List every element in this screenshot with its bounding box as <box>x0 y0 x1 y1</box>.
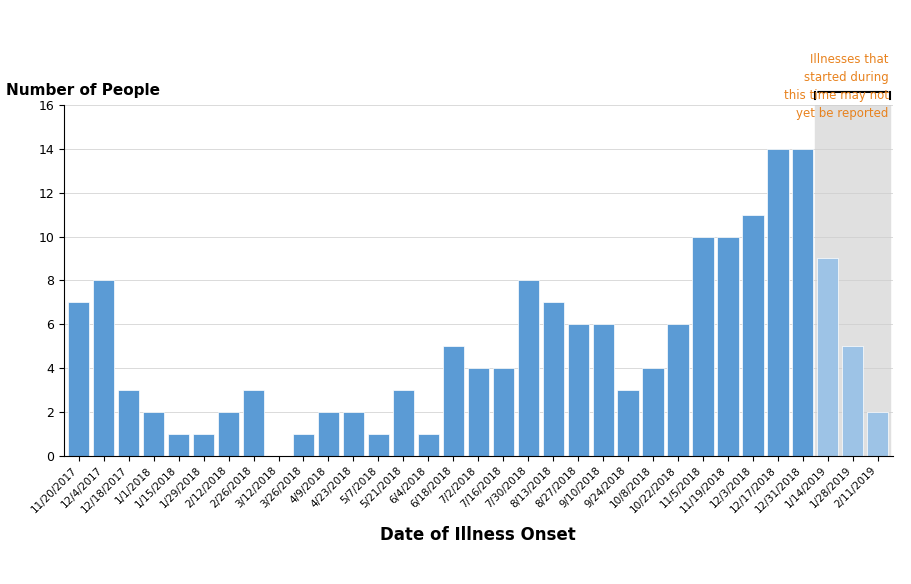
Bar <box>543 303 564 456</box>
Bar <box>443 346 464 456</box>
Bar <box>793 149 814 456</box>
Bar <box>418 433 439 456</box>
Bar <box>592 324 614 456</box>
Bar <box>318 412 339 456</box>
Bar <box>292 433 314 456</box>
Bar <box>193 433 214 456</box>
Bar <box>243 390 264 456</box>
Bar <box>493 368 514 456</box>
Bar <box>143 412 164 456</box>
Bar <box>218 412 240 456</box>
Text: Number of People: Number of People <box>5 83 159 98</box>
Bar <box>343 412 364 456</box>
Bar <box>742 215 763 456</box>
Bar <box>168 433 189 456</box>
Bar <box>642 368 664 456</box>
Bar <box>842 346 864 456</box>
Bar <box>815 105 890 456</box>
Text: Illnesses that
started during
this time may not
yet be reported: Illnesses that started during this time … <box>783 53 888 120</box>
Bar <box>668 324 689 456</box>
Bar <box>717 237 739 456</box>
Bar <box>118 390 139 456</box>
Bar <box>467 368 489 456</box>
Bar <box>867 412 888 456</box>
Bar <box>68 303 89 456</box>
Bar <box>93 280 115 456</box>
Bar <box>517 280 538 456</box>
Bar <box>618 390 639 456</box>
Bar <box>817 258 838 456</box>
Bar <box>393 390 414 456</box>
Bar <box>568 324 589 456</box>
Bar <box>692 237 713 456</box>
X-axis label: Date of Illness Onset: Date of Illness Onset <box>381 526 576 544</box>
Bar <box>368 433 389 456</box>
Bar <box>767 149 789 456</box>
